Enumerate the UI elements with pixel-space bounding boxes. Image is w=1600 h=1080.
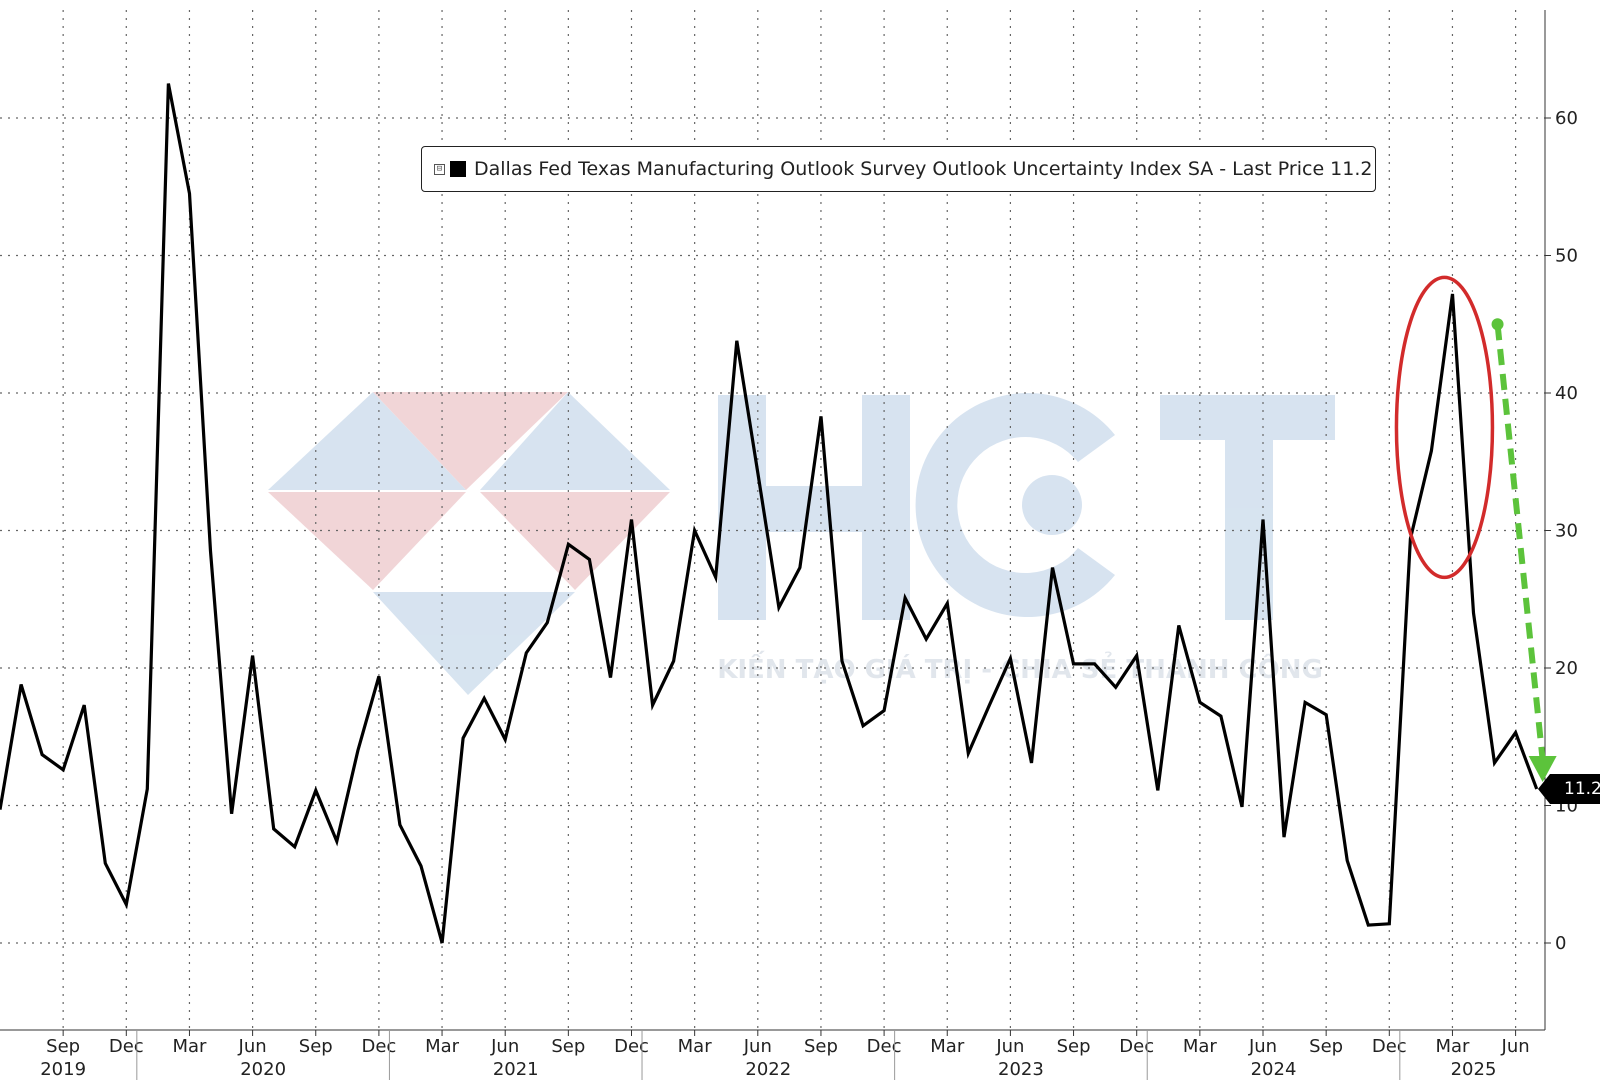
logo-letter	[1225, 395, 1273, 620]
highlight-ellipse	[1394, 275, 1495, 580]
xtick-label: Jun	[238, 1036, 267, 1057]
xtick-label: Mar	[930, 1036, 965, 1057]
ytick-label: 20	[1555, 658, 1578, 679]
xtick-label: Sep	[551, 1036, 585, 1057]
logo-triangle	[373, 592, 575, 695]
xtick-label: Jun	[743, 1036, 772, 1057]
xtick-label: Sep	[46, 1036, 80, 1057]
xtick-label: Sep	[1309, 1036, 1343, 1057]
legend-swatch	[450, 161, 466, 177]
logo-letter	[1022, 475, 1082, 535]
ytick-label: 60	[1555, 108, 1578, 129]
logo-triangle	[268, 392, 466, 490]
xtick-label: Mar	[172, 1036, 207, 1057]
watermark: KIẾN TẠO GIÁ TRỊ - CHIA SẺ THÀNH CÔNG	[268, 392, 1335, 695]
collapse-icon[interactable]: ⊟	[434, 163, 445, 175]
ytick-label: 40	[1555, 383, 1578, 404]
series-layer	[0, 83, 1539, 944]
xtick-label: Jun	[1248, 1036, 1277, 1057]
year-label: 2019	[40, 1059, 86, 1080]
legend-label: Dallas Fed Texas Manufacturing Outlook S…	[474, 158, 1373, 180]
annotations	[1394, 275, 1557, 782]
xtick-label: Sep	[804, 1036, 838, 1057]
series-line	[0, 83, 1539, 944]
xtick-label: Jun	[995, 1036, 1024, 1057]
xtick-label: Jun	[490, 1036, 519, 1057]
logo-letter	[915, 393, 1115, 617]
logo-triangle	[480, 392, 670, 490]
xtick-label: Mar	[1183, 1036, 1218, 1057]
logo-triangle	[480, 492, 670, 590]
year-label: 2020	[240, 1059, 286, 1080]
year-label: 2021	[493, 1059, 539, 1080]
ytick-label: 50	[1555, 246, 1578, 267]
xtick-label: Mar	[678, 1036, 713, 1057]
xtick-label: Dec	[614, 1036, 649, 1057]
logo-letter	[718, 486, 910, 532]
xtick-label: Sep	[299, 1036, 333, 1057]
year-label: 2022	[745, 1059, 791, 1080]
year-label: 2024	[1251, 1059, 1297, 1080]
xtick-label: Dec	[109, 1036, 144, 1057]
xtick-label: Mar	[1435, 1036, 1470, 1057]
year-label: 2025	[1451, 1059, 1497, 1080]
last-value-badge: 11.2	[1538, 774, 1600, 804]
last-value-label: 11.2	[1564, 779, 1600, 799]
xtick-label: Sep	[1057, 1036, 1091, 1057]
trend-arrow-head	[1528, 756, 1557, 782]
logo-triangle	[268, 492, 466, 590]
xtick-label: Dec	[361, 1036, 396, 1057]
year-label: 2023	[998, 1059, 1044, 1080]
legend[interactable]: ⊟ Dallas Fed Texas Manufacturing Outlook…	[421, 146, 1376, 192]
logo-tagline: KIẾN TẠO GIÁ TRỊ - CHIA SẺ THÀNH CÔNG	[717, 650, 1323, 685]
xtick-label: Dec	[867, 1036, 902, 1057]
trend-arrow-line	[1494, 323, 1546, 761]
xtick-label: Jun	[1501, 1036, 1530, 1057]
xtick-label: Mar	[425, 1036, 460, 1057]
xtick-label: Dec	[1119, 1036, 1154, 1057]
xtick-label: Dec	[1372, 1036, 1407, 1057]
ytick-label: 0	[1555, 933, 1566, 954]
logo-triangle	[373, 392, 568, 490]
ytick-label: 30	[1555, 521, 1578, 542]
